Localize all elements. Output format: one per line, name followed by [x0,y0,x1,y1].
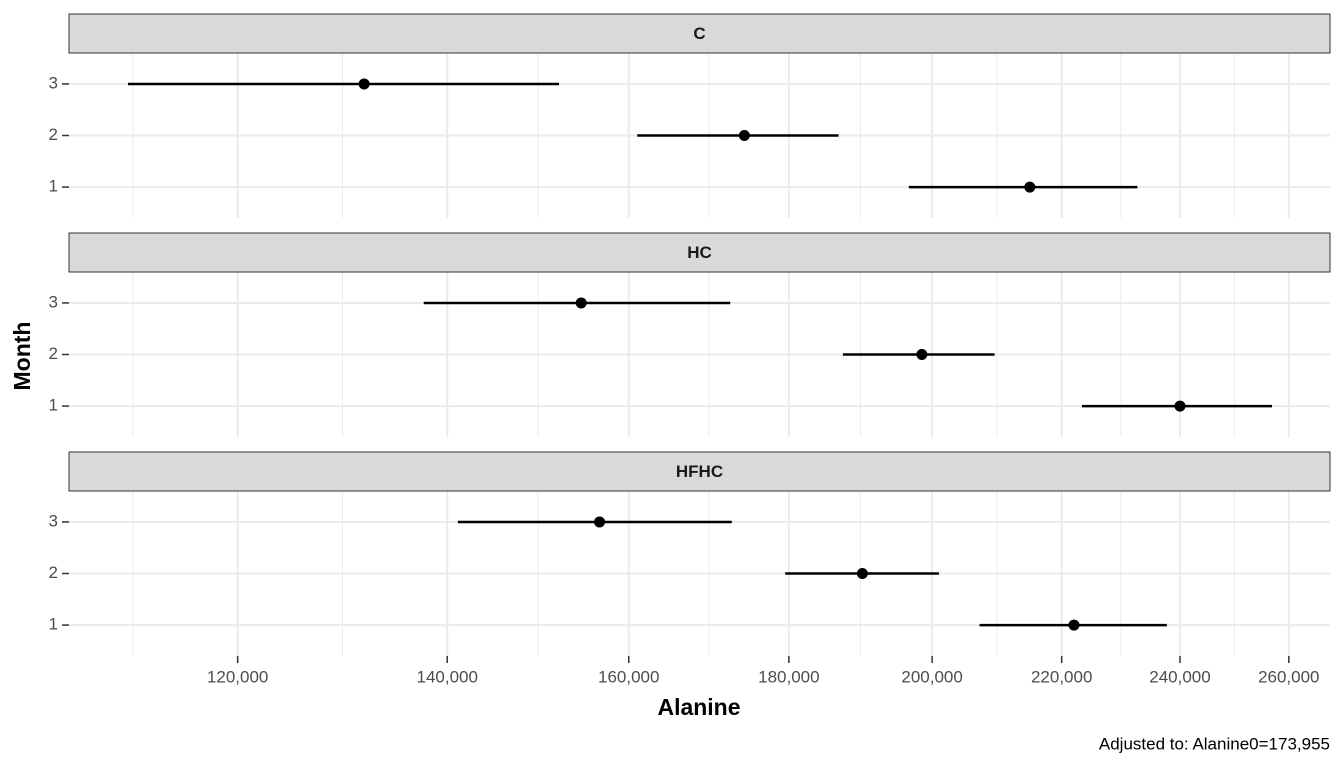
caption: Adjusted to: Alanine0=173,955 [1099,734,1330,753]
y-axis-title: Month [9,322,35,391]
x-tick-label: 200,000 [901,667,962,686]
y-tick-label: 2 [49,563,58,582]
x-tick-label: 180,000 [758,667,819,686]
y-tick-label: 2 [49,344,58,363]
x-tick-label: 120,000 [207,667,268,686]
point [856,568,868,579]
point [1174,400,1186,412]
y-tick-label: 1 [49,396,58,415]
point [916,349,928,360]
x-tick-label: 160,000 [598,667,659,686]
x-tick-label: 140,000 [416,667,477,686]
point [1068,619,1080,631]
strip [68,451,1331,492]
y-tick-label: 3 [49,73,58,92]
strip-label: HC [687,243,712,262]
x-tick-label: 240,000 [1149,667,1210,686]
y-tick-label: 1 [49,615,58,634]
x-axis-title: Alanine [657,694,740,720]
strip [68,13,1331,54]
strip-label: C [693,24,705,43]
y-tick-label: 3 [49,292,58,311]
y-tick-label: 3 [49,511,58,530]
x-tick-label: 260,000 [1258,667,1319,686]
point [594,516,606,528]
strip-label: HFHC [676,462,723,481]
x-tick-label: 220,000 [1031,667,1092,686]
y-tick-label: 2 [49,125,58,144]
point [575,297,587,309]
strip [68,232,1331,273]
point [738,130,750,141]
y-tick-label: 1 [49,177,58,196]
point [358,78,370,90]
point [1024,181,1036,193]
